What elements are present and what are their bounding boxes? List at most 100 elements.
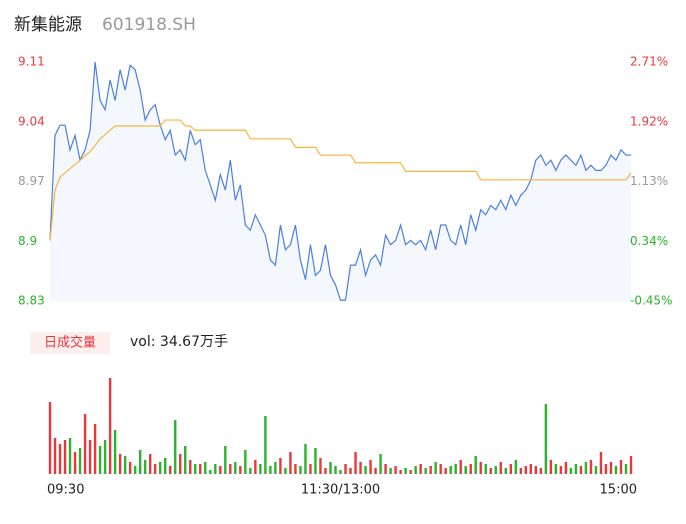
volume-bar [549, 460, 553, 474]
volume-bar [78, 448, 82, 474]
volume-bar [189, 460, 192, 474]
volume-bar [169, 466, 172, 474]
volume-bar [404, 468, 407, 474]
volume-bar [534, 466, 538, 474]
volume-bar [629, 456, 633, 474]
volume-bar [209, 470, 212, 474]
volume-bar [374, 468, 377, 474]
volume-bar [439, 464, 442, 474]
volume-bar [143, 460, 147, 474]
volume-bar [108, 378, 112, 474]
volume-bar [83, 414, 87, 474]
volume-bar [249, 468, 252, 474]
volume-bar [399, 470, 402, 474]
volume-bar [529, 464, 533, 474]
stock-code: 601918.SH [102, 15, 196, 35]
volume-bar [123, 456, 127, 474]
volume-label-bg [30, 332, 110, 354]
volume-bar [344, 464, 347, 474]
price-line [49, 61, 631, 301]
volume-bar [174, 420, 177, 474]
volume-bar [579, 466, 583, 474]
volume-bar [158, 462, 162, 474]
volume-bar [329, 462, 332, 474]
volume-bar [489, 468, 492, 474]
volume-bar [219, 466, 222, 474]
volume-bar [153, 464, 157, 474]
volume-bar [254, 460, 257, 474]
volume-bar [559, 466, 563, 474]
volume-bar [103, 440, 107, 474]
volume-bar [304, 444, 307, 474]
y-tick-label: 8.9 [18, 234, 37, 248]
volume-bar [574, 464, 578, 474]
volume-bar [524, 466, 528, 474]
volume-bar [509, 464, 512, 474]
y2-tick-label: 2.71% [630, 55, 668, 69]
volume-bar [469, 464, 472, 474]
volume-bar [609, 462, 613, 474]
volume-bar [284, 468, 287, 474]
volume-bar [299, 466, 302, 474]
volume-bar [589, 460, 593, 474]
volume-bar [234, 462, 237, 474]
volume-bar [133, 466, 137, 474]
volume-bar [163, 458, 167, 474]
volume-bar [319, 458, 322, 474]
volume-bar [239, 466, 242, 474]
volume-bar [394, 466, 397, 474]
volume-bar [184, 446, 187, 474]
volume-bar [379, 454, 382, 474]
y-tick-label: 8.97 [18, 174, 45, 188]
volume-bar [424, 468, 427, 474]
volume-bar [138, 450, 142, 474]
volume-bar [98, 446, 102, 474]
volume-bar [519, 468, 523, 474]
volume-bar [244, 450, 247, 474]
y-tick-label: 9.11 [18, 55, 45, 69]
volume-bar [264, 416, 267, 474]
volume-bar [118, 454, 122, 474]
volume-bar [514, 460, 518, 474]
volume-bar [63, 440, 67, 474]
volume-bar [599, 452, 603, 474]
average-line [49, 119, 632, 241]
volume-bar [359, 462, 362, 474]
volume-bar [454, 464, 457, 474]
volume-bar [419, 464, 422, 474]
volume-bar [48, 402, 52, 474]
volume-bar [459, 460, 462, 474]
x-tick-label: 09:30 [47, 483, 84, 498]
volume-bar [324, 468, 327, 474]
volume-bar [434, 462, 437, 474]
volume-bar [444, 468, 447, 474]
volume-bar [504, 468, 507, 474]
volume-bar [554, 464, 558, 474]
volume-bar [179, 454, 182, 474]
stock-name: 新集能源 [14, 15, 82, 35]
volume-bar [364, 466, 367, 474]
volume-bar [214, 464, 217, 474]
volume-bar [614, 466, 618, 474]
volume-bar [354, 452, 357, 474]
volume-bar [584, 462, 588, 474]
y2-tick-label: -0.45% [630, 294, 672, 308]
volume-bar [269, 466, 272, 474]
volume-bar [259, 464, 262, 474]
volume-label: 日成交量 [44, 335, 96, 351]
volume-bar [499, 462, 502, 474]
volume-bar [604, 464, 608, 474]
volume-bar [199, 464, 202, 474]
volume-bar [314, 448, 317, 474]
volume-bar [274, 462, 277, 474]
volume-bar [204, 462, 207, 474]
volume-bar [474, 456, 477, 474]
volume-bar [113, 430, 117, 474]
volume-bar [464, 466, 467, 474]
volume-bar [148, 454, 152, 474]
volume-bar [349, 468, 352, 474]
volume-bar [414, 466, 417, 474]
volume-bar [484, 464, 487, 474]
x-tick-label: 15:00 [600, 483, 637, 498]
